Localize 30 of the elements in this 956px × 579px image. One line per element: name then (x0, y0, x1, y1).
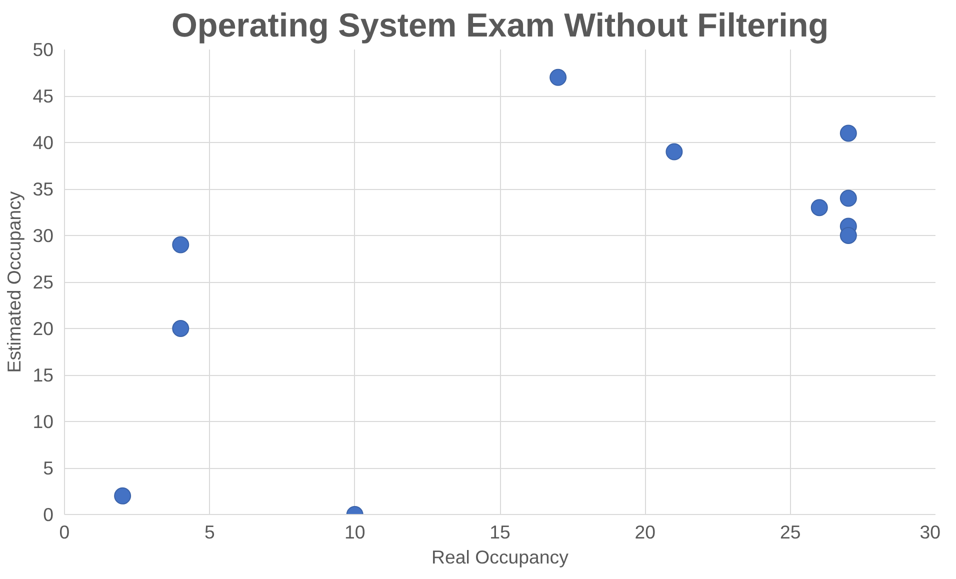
y-tick-label: 10 (32, 411, 54, 432)
y-tick-label: 5 (43, 458, 54, 478)
point (840, 227, 857, 244)
x-tick-label: 0 (59, 522, 70, 542)
point (840, 124, 857, 142)
point (550, 68, 567, 86)
y-tick-label: 40 (32, 132, 54, 153)
x-tick-label: 15 (490, 522, 510, 542)
chart-title: Operating System Exam Without Filtering (171, 8, 829, 44)
point (840, 190, 857, 207)
y-tick-label: 30 (32, 225, 54, 246)
point (666, 143, 683, 160)
x-tick-label: 25 (780, 522, 801, 542)
y-tick-label: 25 (32, 272, 54, 292)
x-tick-label: 5 (204, 522, 215, 542)
point (810, 199, 828, 216)
y-tick-label: 35 (32, 178, 54, 200)
y-tick-label: 50 (32, 39, 54, 60)
y-tick-label: 15 (32, 364, 54, 386)
y-tick-label: 20 (32, 318, 54, 339)
y-tick-label: 45 (32, 86, 54, 106)
y-tick-label: 0 (43, 504, 54, 525)
x-tick-label: 30 (920, 522, 941, 542)
x-tick-label: 10 (344, 522, 366, 542)
point (114, 487, 132, 504)
x-axis-title: Real Occupancy (432, 546, 570, 568)
y-axis-title: Estimated Occupancy (4, 190, 25, 373)
point (172, 236, 190, 254)
x-tick-label: 20 (634, 522, 656, 542)
point (172, 320, 190, 337)
